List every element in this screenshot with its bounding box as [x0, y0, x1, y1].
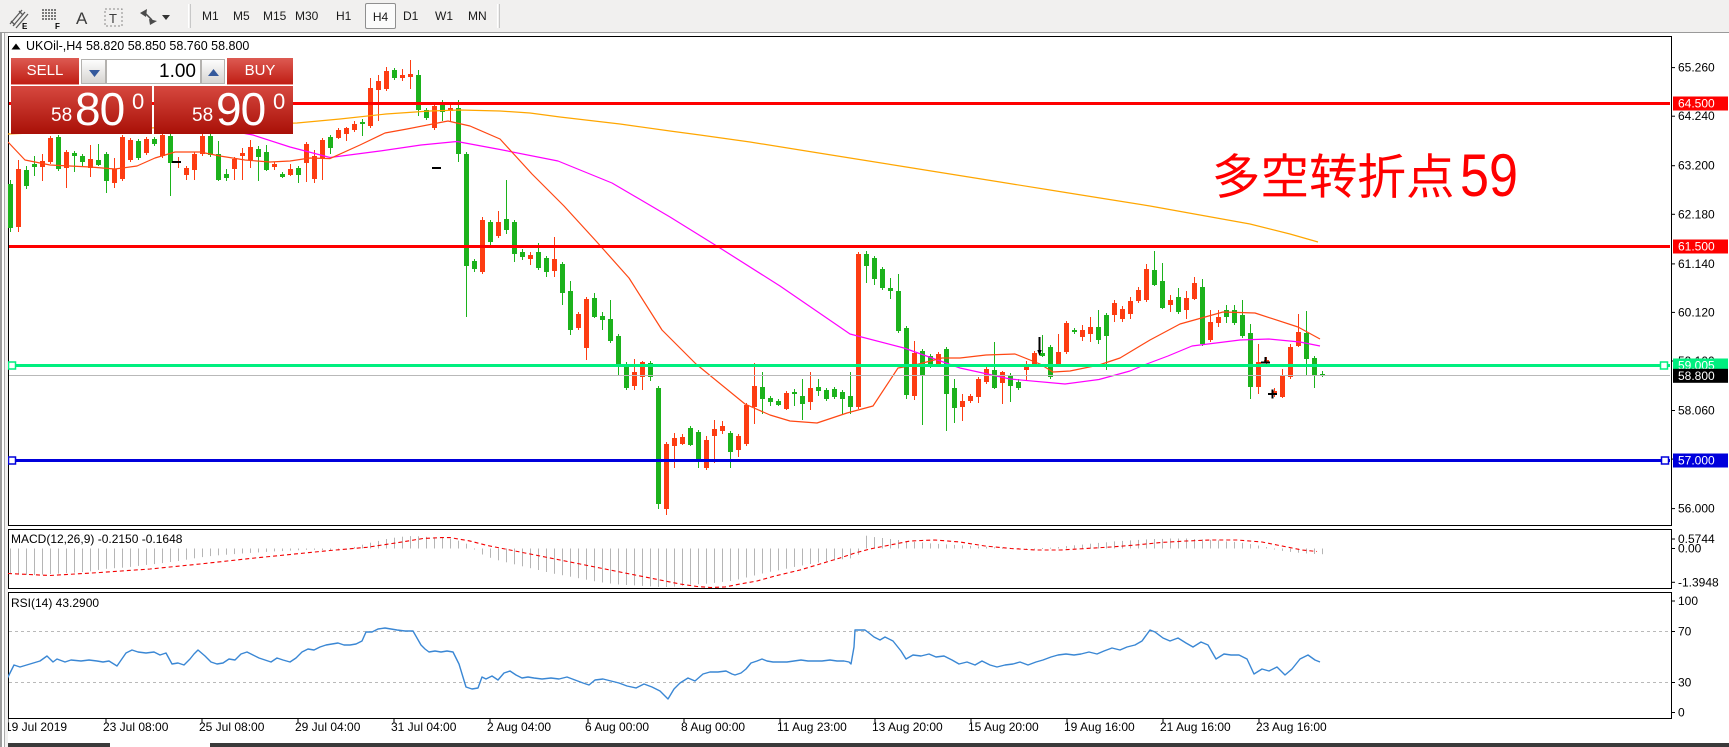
svg-text:RSI(14) 43.2900: RSI(14) 43.2900: [11, 596, 99, 610]
svg-text:57.000: 57.000: [1678, 454, 1715, 468]
svg-text:58.820 58.850 58.760 58.800: 58.820 58.850 58.760 58.800: [86, 39, 249, 53]
svg-text:UKOil-,H4: UKOil-,H4: [26, 39, 82, 53]
svg-text:29 Jul 04:00: 29 Jul 04:00: [295, 720, 361, 734]
svg-text:23 Jul 08:00: 23 Jul 08:00: [103, 720, 169, 734]
svg-text:59: 59: [1460, 142, 1518, 209]
svg-text:MACD(12,26,9) -0.2150 -0.1648: MACD(12,26,9) -0.2150 -0.1648: [11, 532, 183, 546]
svg-text:11 Aug 23:00: 11 Aug 23:00: [777, 720, 847, 734]
svg-text:21 Aug 16:00: 21 Aug 16:00: [1160, 720, 1231, 734]
svg-text:F: F: [55, 22, 60, 31]
svg-text:58.800: 58.800: [1678, 369, 1715, 383]
svg-text:0: 0: [1678, 706, 1685, 720]
svg-text:23 Aug 16:00: 23 Aug 16:00: [1256, 720, 1327, 734]
svg-text:62.180: 62.180: [1678, 207, 1715, 221]
svg-text:61.500: 61.500: [1678, 240, 1715, 254]
svg-text:56.000: 56.000: [1678, 502, 1715, 516]
svg-text:100: 100: [1678, 594, 1698, 608]
svg-text:-1.3948: -1.3948: [1678, 575, 1719, 589]
svg-text:6 Aug 00:00: 6 Aug 00:00: [585, 720, 649, 734]
svg-text:19 Jul 2019: 19 Jul 2019: [5, 720, 67, 734]
svg-text:60.120: 60.120: [1678, 305, 1715, 319]
svg-text:58.060: 58.060: [1678, 404, 1715, 418]
svg-text:70: 70: [1678, 625, 1692, 639]
svg-text:64.500: 64.500: [1678, 97, 1715, 111]
svg-text:64.240: 64.240: [1678, 109, 1715, 123]
svg-text:8 Aug 00:00: 8 Aug 00:00: [681, 720, 745, 734]
svg-text:2 Aug 04:00: 2 Aug 04:00: [487, 720, 551, 734]
svg-text:63.200: 63.200: [1678, 159, 1715, 173]
svg-text:31 Jul 04:00: 31 Jul 04:00: [391, 720, 457, 734]
svg-text:E: E: [22, 22, 28, 31]
svg-text:30: 30: [1678, 676, 1692, 690]
svg-text:0.5744: 0.5744: [1678, 532, 1715, 546]
svg-text:25 Jul 08:00: 25 Jul 08:00: [199, 720, 265, 734]
svg-text:61.140: 61.140: [1678, 257, 1715, 271]
svg-text:13 Aug 20:00: 13 Aug 20:00: [872, 720, 943, 734]
svg-text:T: T: [109, 11, 117, 26]
svg-text:19 Aug 16:00: 19 Aug 16:00: [1064, 720, 1135, 734]
svg-text:15 Aug 20:00: 15 Aug 20:00: [968, 720, 1039, 734]
svg-text:65.260: 65.260: [1678, 61, 1715, 75]
svg-text:0.00: 0.00: [1678, 542, 1702, 556]
svg-text:A: A: [76, 9, 88, 28]
